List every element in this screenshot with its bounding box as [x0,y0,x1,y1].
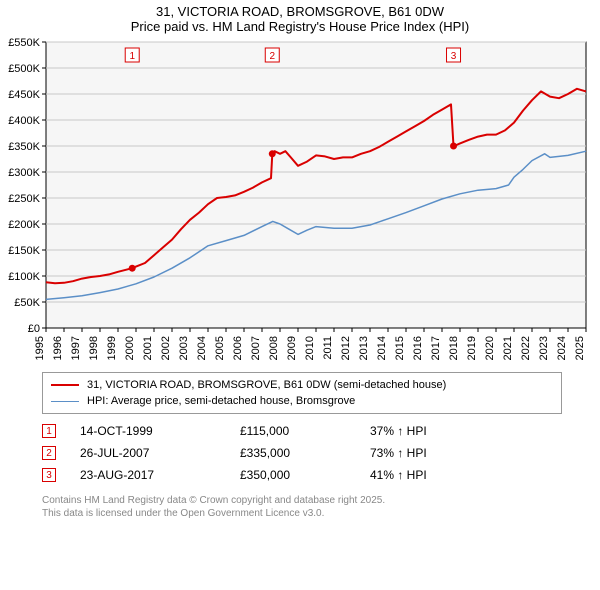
svg-text:2021: 2021 [502,336,514,360]
svg-text:2001: 2001 [142,336,154,360]
sale-pct: 41% ↑ HPI [370,468,490,482]
svg-text:£550K: £550K [8,38,40,49]
svg-text:2020: 2020 [484,336,496,360]
footnote: Contains HM Land Registry data © Crown c… [42,494,592,520]
sale-pct: 73% ↑ HPI [370,446,490,460]
svg-text:£500K: £500K [8,63,40,75]
svg-text:2013: 2013 [358,336,370,360]
legend-swatch [51,384,79,386]
svg-text:2: 2 [269,51,275,62]
svg-text:2012: 2012 [340,336,352,360]
sale-row: 2 26-JUL-2007£335,00073% ↑ HPI [42,442,592,464]
sale-date: 14-OCT-1999 [80,424,240,438]
svg-text:£300K: £300K [8,167,40,179]
sale-date: 26-JUL-2007 [80,446,240,460]
svg-text:2024: 2024 [556,336,568,360]
sale-marker-icon: 3 [42,468,56,482]
svg-text:2019: 2019 [466,336,478,360]
sale-row: 1 14-OCT-1999£115,00037% ↑ HPI [42,420,592,442]
svg-text:2008: 2008 [268,336,280,360]
svg-text:3: 3 [451,51,457,62]
svg-text:£100K: £100K [8,271,40,283]
title-address: 31, VICTORIA ROAD, BROMSGROVE, B61 0DW [8,4,592,19]
svg-text:2017: 2017 [430,336,442,360]
svg-text:1996: 1996 [52,336,64,360]
sale-price: £335,000 [240,446,370,460]
title-subtitle: Price paid vs. HM Land Registry's House … [8,19,592,34]
legend: 31, VICTORIA ROAD, BROMSGROVE, B61 0DW (… [42,372,562,414]
svg-text:£450K: £450K [8,89,40,101]
svg-text:2014: 2014 [376,336,388,360]
sale-date: 23-AUG-2017 [80,468,240,482]
svg-text:£250K: £250K [8,193,40,205]
sale-price: £350,000 [240,468,370,482]
footnote-line2: This data is licensed under the Open Gov… [42,507,592,520]
svg-text:£200K: £200K [8,219,40,231]
svg-text:2007: 2007 [250,336,262,360]
legend-label: 31, VICTORIA ROAD, BROMSGROVE, B61 0DW (… [87,379,446,391]
sale-pct: 37% ↑ HPI [370,424,490,438]
svg-text:2025: 2025 [574,336,586,360]
svg-text:2011: 2011 [322,336,334,360]
svg-text:£150K: £150K [8,245,40,257]
legend-swatch [51,401,79,402]
svg-text:2010: 2010 [304,336,316,360]
svg-text:2023: 2023 [538,336,550,360]
svg-text:2005: 2005 [214,336,226,360]
sales-table: 1 14-OCT-1999£115,00037% ↑ HPI 2 26-JUL-200… [42,420,592,486]
svg-text:1999: 1999 [106,336,118,360]
legend-row: HPI: Average price, semi-detached house,… [51,393,553,409]
svg-text:1: 1 [129,51,135,62]
chart-svg: £0 £50K £100K £150K £200K £250K £300K £350K £400… [8,38,592,366]
svg-text:2002: 2002 [160,336,172,360]
svg-text:£400K: £400K [8,115,40,127]
title-block: 31, VICTORIA ROAD, BROMSGROVE, B61 0DW P… [8,4,592,34]
sale-row: 3 23-AUG-2017£350,00041% ↑ HPI [42,464,592,486]
chart-container: 31, VICTORIA ROAD, BROMSGROVE, B61 0DW P… [0,0,600,528]
svg-text:2003: 2003 [178,336,190,360]
svg-text:2016: 2016 [412,336,424,360]
svg-text:2018: 2018 [448,336,460,360]
svg-text:£50K: £50K [14,297,40,309]
svg-text:2022: 2022 [520,336,532,360]
sale-marker-icon: 2 [42,446,56,460]
svg-text:1997: 1997 [70,336,82,360]
footnote-line1: Contains HM Land Registry data © Crown c… [42,494,592,507]
legend-label: HPI: Average price, semi-detached house,… [87,395,355,407]
svg-text:2015: 2015 [394,336,406,360]
svg-text:1998: 1998 [88,336,100,360]
svg-text:2006: 2006 [232,336,244,360]
sale-marker-icon: 1 [42,424,56,438]
svg-text:1995: 1995 [34,336,46,360]
svg-text:2000: 2000 [124,336,136,360]
legend-row: 31, VICTORIA ROAD, BROMSGROVE, B61 0DW (… [51,377,553,393]
svg-text:£0: £0 [28,323,40,335]
svg-text:2004: 2004 [196,336,208,360]
sale-price: £115,000 [240,424,370,438]
svg-text:£350K: £350K [8,141,40,153]
svg-text:2009: 2009 [286,336,298,360]
chart: £0 £50K £100K £150K £200K £250K £300K £350K £400… [8,38,592,366]
